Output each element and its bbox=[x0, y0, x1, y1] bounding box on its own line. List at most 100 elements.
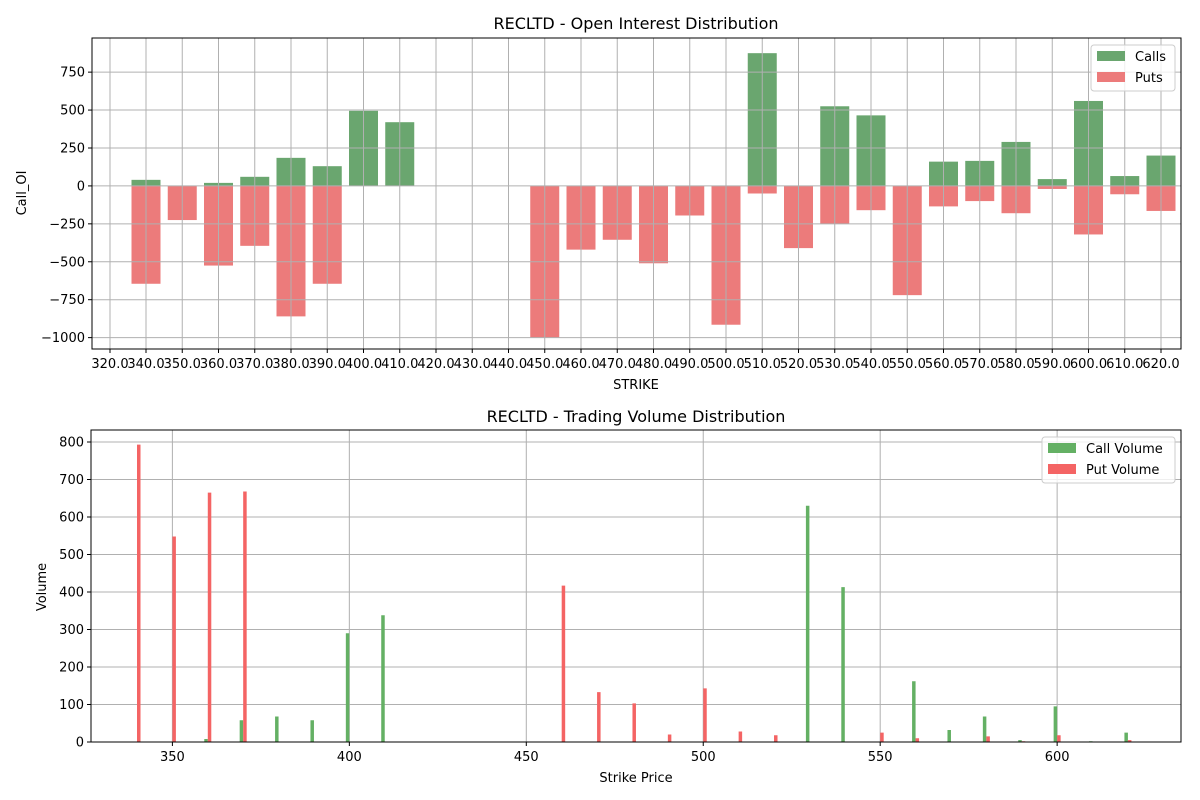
legend-swatch-puts bbox=[1097, 72, 1125, 82]
call-volume-bar-370 bbox=[239, 720, 244, 742]
top-x-tick-label: 380.0 bbox=[272, 357, 309, 372]
bottom-legend: Call Volume Put Volume bbox=[1041, 436, 1176, 484]
top-x-tick-label: 590.0 bbox=[1034, 357, 1071, 372]
top-x-tick-label: 350.0 bbox=[164, 357, 201, 372]
top-x-tick-label: 370.0 bbox=[236, 357, 273, 372]
top-grid bbox=[92, 38, 1181, 349]
legend-label-calls: Calls bbox=[1135, 50, 1166, 65]
call-volume-bar-360 bbox=[204, 739, 208, 742]
top-x-tick-label: 420.0 bbox=[417, 357, 454, 372]
top-y-tick-label: −500 bbox=[49, 255, 85, 270]
put-volume-bar-580 bbox=[986, 736, 990, 742]
bottom-x-axis-label: Strike Price bbox=[599, 771, 672, 786]
put-volume-bar-500 bbox=[703, 688, 707, 742]
top-x-tick-label: 530.0 bbox=[816, 357, 853, 372]
top-x-tick-label: 500.0 bbox=[707, 357, 744, 372]
call-volume-bar-570 bbox=[947, 730, 951, 742]
bottom-y-tick-label: 600 bbox=[59, 511, 84, 526]
put-volume-bar-520 bbox=[774, 735, 778, 742]
bottom-y-tick-label: 200 bbox=[59, 661, 84, 676]
call-volume-bar-540 bbox=[841, 587, 845, 742]
top-x-tick-label: 540.0 bbox=[852, 357, 889, 372]
top-y-axis-label: Call_OI bbox=[15, 171, 30, 216]
bottom-y-tick-label: 300 bbox=[59, 623, 84, 638]
top-x-tick-label: 610.0 bbox=[1106, 357, 1143, 372]
top-x-tick-label: 340.0 bbox=[127, 357, 164, 372]
put-volume-bar-360 bbox=[207, 492, 212, 742]
put-volume-bar-470 bbox=[597, 692, 601, 742]
top-x-tick-label: 360.0 bbox=[200, 357, 237, 372]
top-x-tick-label: 450.0 bbox=[526, 357, 563, 372]
top-y-tick-label: 250 bbox=[60, 141, 85, 156]
legend-label-put-volume: Put Volume bbox=[1086, 463, 1159, 478]
put-volume-bar-600 bbox=[1057, 735, 1061, 742]
bottom-ticks: 350 400 450 500 550 600 0 100 200 300 400 500 600 700… bbox=[59, 436, 1069, 766]
bottom-y-tick-label: 100 bbox=[59, 698, 84, 713]
top-x-tick-label: 510.0 bbox=[744, 357, 781, 372]
legend-swatch-calls bbox=[1097, 51, 1125, 61]
top-x-tick-label: 570.0 bbox=[961, 357, 998, 372]
top-legend: Calls Puts bbox=[1090, 44, 1176, 92]
legend-label-call-volume: Call Volume bbox=[1086, 442, 1163, 457]
top-y-tick-label: 500 bbox=[60, 104, 85, 119]
bottom-y-tick-label: 400 bbox=[59, 586, 84, 601]
put-volume-bar-480 bbox=[632, 703, 636, 742]
top-y-tick-label: 750 bbox=[60, 66, 85, 81]
bottom-x-tick-label: 450 bbox=[514, 750, 539, 765]
top-x-tick-label: 560.0 bbox=[925, 357, 962, 372]
top-x-tick-label: 580.0 bbox=[997, 357, 1034, 372]
top-y-tick-label: 0 bbox=[77, 179, 85, 194]
top-x-tick-label: 620.0 bbox=[1142, 357, 1179, 372]
put-volume-bar-620 bbox=[1127, 740, 1132, 742]
top-y-tick-label: −250 bbox=[49, 217, 85, 232]
bottom-y-tick-label: 800 bbox=[59, 436, 84, 451]
bottom-x-tick-label: 600 bbox=[1045, 750, 1070, 765]
bottom-axes-frame bbox=[90, 429, 1182, 743]
top-x-tick-label: 600.0 bbox=[1070, 357, 1107, 372]
bottom-x-tick-label: 400 bbox=[337, 750, 362, 765]
bottom-chart-title: RECLTD - Trading Volume Distribution bbox=[487, 407, 786, 426]
put-volume-bar-370 bbox=[243, 491, 247, 742]
put-volume-bar-550 bbox=[880, 732, 884, 742]
top-x-tick-label: 390.0 bbox=[309, 357, 346, 372]
call-volume-bar-600 bbox=[1053, 706, 1058, 742]
top-x-tick-label: 490.0 bbox=[671, 357, 708, 372]
top-y-tick-label: −1000 bbox=[41, 331, 85, 346]
top-x-tick-label: 550.0 bbox=[889, 357, 926, 372]
bottom-y-tick-label: 700 bbox=[59, 473, 84, 488]
put-volume-bar-460 bbox=[561, 585, 566, 742]
top-x-tick-label: 410.0 bbox=[381, 357, 418, 372]
call-volume-bar-380 bbox=[275, 716, 279, 742]
call-volume-bar-590 bbox=[1018, 740, 1022, 742]
put-volume-bar-560 bbox=[915, 738, 920, 742]
legend-swatch-put-volume bbox=[1048, 464, 1076, 474]
put-volume-bar-340 bbox=[137, 444, 141, 742]
top-axes-frame bbox=[91, 37, 1182, 350]
legend-swatch-call-volume bbox=[1048, 443, 1076, 453]
call-volume-bar-580 bbox=[982, 716, 987, 742]
call-volume-bar-410 bbox=[381, 615, 385, 742]
top-y-tick-label: −750 bbox=[49, 293, 85, 308]
bottom-bars bbox=[137, 444, 1132, 742]
bottom-y-axis-label: Volume bbox=[35, 563, 50, 611]
put-volume-bar-490 bbox=[667, 734, 672, 742]
volume-chart: 350 400 450 500 550 600 0 100 200 300 400 500 600 700… bbox=[35, 407, 1182, 786]
bottom-y-tick-label: 0 bbox=[76, 736, 84, 751]
put-volume-bar-350 bbox=[172, 536, 176, 742]
top-x-axis-label: STRIKE bbox=[613, 378, 659, 393]
put-volume-bar-510 bbox=[738, 731, 743, 742]
top-x-tick-label: 440.0 bbox=[490, 357, 527, 372]
top-x-tick-label: 470.0 bbox=[599, 357, 636, 372]
legend-label-puts: Puts bbox=[1135, 71, 1163, 86]
bottom-x-tick-label: 500 bbox=[691, 750, 716, 765]
top-x-tick-label: 320.0 bbox=[91, 357, 128, 372]
top-x-tick-label: 480.0 bbox=[635, 357, 672, 372]
top-chart-title: RECLTD - Open Interest Distribution bbox=[493, 14, 778, 33]
top-x-tick-label: 520.0 bbox=[780, 357, 817, 372]
call-volume-bar-620 bbox=[1124, 732, 1128, 742]
call-volume-bar-560 bbox=[912, 681, 916, 742]
bottom-y-tick-label: 500 bbox=[59, 548, 84, 563]
